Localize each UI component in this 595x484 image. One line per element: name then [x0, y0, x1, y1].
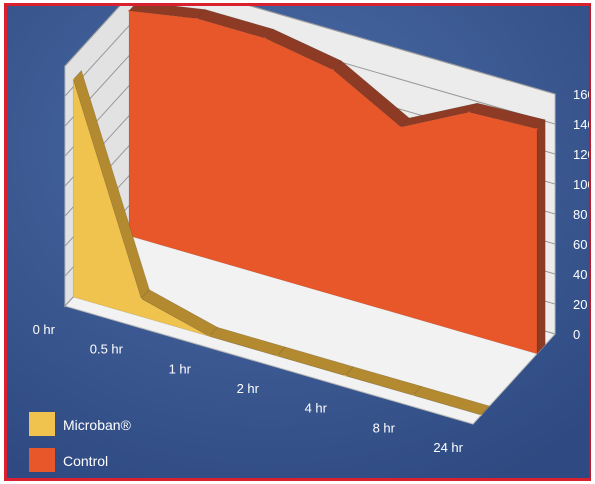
y-tick-label-1: 20 — [573, 297, 587, 312]
series-end-cap — [536, 119, 546, 355]
series-microban — [72, 69, 490, 416]
y-tick-label-8: 160 — [573, 87, 589, 102]
data-point-1 — [196, 17, 198, 20]
data-point-5 — [412, 394, 415, 397]
x-tick-label-1: 0.5 hr — [90, 342, 124, 357]
gridline-7 — [64, 6, 556, 125]
data-point-2 — [208, 335, 210, 338]
series-front-face — [128, 10, 538, 355]
y-tick-label-0: 0 — [573, 327, 580, 342]
gridline-8 — [64, 6, 556, 95]
data-point-6 — [480, 414, 483, 416]
data-point-0 — [128, 10, 130, 12]
y-tick-label-6: 120 — [573, 147, 589, 162]
y-tick-label-7: 140 — [573, 117, 589, 132]
x-tick-label-5: 8 hr — [373, 420, 396, 435]
x-tick-label-3: 2 hr — [237, 381, 260, 396]
data-point-4 — [400, 126, 402, 128]
x-tick-label-2: 1 hr — [169, 361, 192, 376]
y-tick-label-4: 80 — [573, 207, 587, 222]
data-point-3 — [332, 69, 334, 71]
y-tick-label-5: 100 — [573, 177, 589, 192]
x-axis-ticks: 0 hr 0.5 hr 1 hr 2 hr 4 hr 8 hr 24 hr — [33, 322, 464, 455]
legend-label-control: Control — [63, 453, 108, 469]
y-tick-label-2: 40 — [573, 267, 587, 282]
legend: Microban® Control — [29, 412, 132, 472]
data-point-1 — [140, 297, 142, 300]
legend-swatch-microban — [29, 412, 55, 436]
x-tick-label-6: 24 hr — [433, 440, 463, 455]
series-control — [128, 6, 546, 355]
data-point-5 — [468, 111, 470, 113]
y-axis-ticks: 0 20 40 60 80 100 120 140 160 — [573, 87, 589, 342]
y-tick-label-3: 60 — [573, 237, 587, 252]
legend-label-microban: Microban® — [63, 417, 132, 433]
chart-frame: 0 20 40 60 80 100 120 140 160 0 hr 0.5 hr 1 hr 2 hr… — [4, 3, 591, 481]
chart-canvas: 0 20 40 60 80 100 120 140 160 0 hr 0.5 hr 1 hr 2 hr… — [7, 6, 589, 478]
x-tick-label-4: 4 hr — [305, 401, 328, 416]
series-end-cap — [480, 405, 490, 416]
data-point-4 — [344, 374, 347, 377]
data-point-0 — [72, 78, 74, 81]
x-tick-label-0: 0 hr — [33, 322, 56, 337]
data-point-2 — [264, 37, 266, 39]
data-point-3 — [276, 355, 279, 357]
data-point-6 — [536, 128, 538, 130]
legend-swatch-control — [29, 448, 55, 472]
